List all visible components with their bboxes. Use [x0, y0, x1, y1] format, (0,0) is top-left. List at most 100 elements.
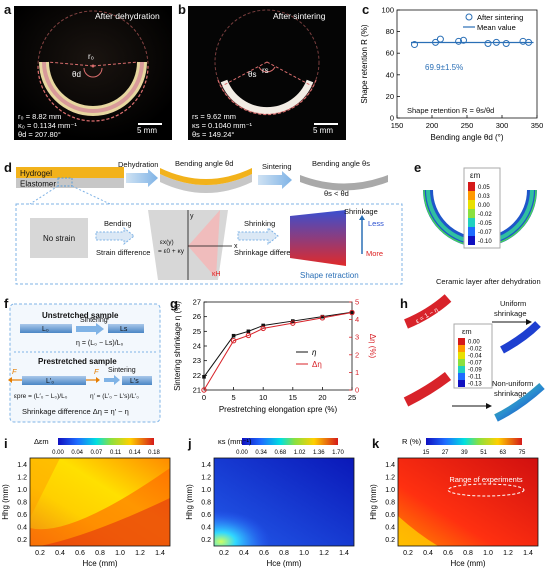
scalebar-label-a: 5 mm	[137, 126, 157, 135]
stat-rs: rs = 9.62 mm	[192, 112, 236, 121]
prestretched-sintered-bar	[122, 376, 152, 385]
xtick-j: 1.0	[299, 550, 309, 557]
ytick-g: 26	[193, 312, 201, 321]
unstretched-title: Unstretched sample	[42, 311, 119, 320]
eta-line	[203, 311, 353, 378]
heatmap-k	[398, 458, 538, 546]
colorbar-title-k: R (%)	[402, 437, 422, 446]
xtick-g: 25	[348, 393, 356, 402]
colorbar-i	[58, 438, 154, 445]
ytick-j: 1.0	[201, 487, 211, 494]
elastomer-label: Elastomer	[20, 180, 56, 189]
schematic-f: Unstretched sample L₀ Sintering Ls η = (…	[8, 303, 161, 423]
legend-h-tick: -0.04	[468, 353, 482, 359]
colorbar-tick-j: 1.70	[332, 450, 344, 456]
legend-e-tick: -0.10	[478, 239, 492, 245]
legend-e-tick: -0.05	[478, 221, 492, 227]
stat-theta-d: θd = 207.80°	[18, 130, 61, 139]
y2tick-g: 2	[355, 350, 359, 359]
shape-retraction-label: Shape retraction	[300, 271, 359, 280]
xtick-c: 250	[461, 121, 474, 130]
xtick-k: 1.2	[503, 550, 513, 557]
xtick-j: 0.6	[259, 550, 269, 557]
range-ellipse	[447, 483, 525, 497]
force-left: F	[12, 367, 17, 376]
kappa-h-label: κH	[212, 271, 221, 278]
data-point-c	[502, 39, 510, 47]
xtick-j: 0.4	[239, 550, 249, 557]
arc-radius-label-a: r₀	[88, 52, 94, 61]
uniform-label-2: shrinkage	[494, 309, 527, 318]
hydrogel-label: Hydrogel	[20, 169, 52, 178]
ytick-k: 0.8	[385, 500, 395, 507]
xtick-c: 350	[531, 121, 544, 130]
arc-radius-label-b: rs	[262, 66, 269, 75]
xlabel-g: Prestretching elongation εpre (%)	[219, 405, 338, 414]
legend-e-swatch	[468, 236, 475, 245]
elastomer-layer	[16, 178, 124, 188]
ylabel-k: Hhg (mm)	[369, 484, 378, 520]
legend-mean-c: Mean value	[477, 23, 516, 32]
panel-label-c: c	[362, 2, 370, 17]
shrinkage-diff-eq: Shrinkage difference Δη = η′ − η	[22, 407, 129, 416]
bent-bilayer-1	[160, 174, 252, 193]
arrow-shrinking	[237, 226, 279, 246]
colorbar-tick-i: 0.14	[129, 450, 141, 456]
legend-series-c: After sintering	[477, 13, 523, 22]
colorbar-tick-k: 63	[499, 450, 506, 456]
ytick-i: 1.4	[17, 462, 27, 469]
ylabel-i: Hhg (mm)	[1, 484, 10, 520]
photo-after-sintering	[188, 6, 346, 140]
xtick-c: 200	[426, 121, 439, 130]
eta-point	[350, 310, 354, 315]
y2tick-g: 5	[355, 298, 359, 307]
ytick-g: 27	[193, 298, 201, 307]
more-label: More	[366, 249, 383, 258]
ytick-i: 0.8	[17, 500, 27, 507]
stat-kappa0: κ₀ = 0.1134 mm⁻¹	[18, 121, 77, 130]
y2tick-g: 3	[355, 333, 359, 342]
ytick-i: 0.6	[17, 512, 27, 519]
sintering-label-f2: Sintering	[108, 367, 136, 374]
panel-label-f: f	[4, 296, 9, 311]
ytick-g: 22	[193, 371, 201, 380]
zoom-box-1	[57, 177, 73, 187]
title-after-dehydration: After dehydration	[95, 11, 160, 21]
xtick-k: 0.6	[443, 550, 453, 557]
ytick-j: 0.6	[201, 512, 211, 519]
xtick-k: 1.0	[483, 550, 493, 557]
title-after-sintering: After sintering	[273, 11, 326, 21]
legend-e-swatch	[468, 227, 475, 236]
ytick-c: 100	[381, 6, 394, 15]
eta-point	[231, 333, 236, 338]
ytick-k: 0.6	[385, 512, 395, 519]
ylabel-j: Hhg (mm)	[185, 484, 194, 520]
eta-point	[320, 314, 325, 319]
xlabel-j: Hce (mm)	[266, 559, 301, 568]
delta-eta-point	[319, 315, 326, 321]
legend-h-swatch	[458, 345, 465, 352]
colorbar-tick-j: 1.02	[294, 450, 306, 456]
panel-label-a: a	[4, 2, 12, 17]
legend-h: 0.00-0.02-0.04-0.07-0.09-0.11-0.13	[453, 323, 493, 389]
data-point-c	[460, 36, 467, 44]
arc-angle-label-a: θd	[72, 70, 81, 79]
schematic-d: Hydrogel Elastomer Dehydration Bending a…	[15, 159, 403, 285]
sintering-label-f1: Sintering	[80, 317, 108, 324]
delta-eta-point	[290, 320, 296, 326]
arrow-bending	[95, 226, 135, 246]
bending-angle-d-label: Bending angle θd	[175, 159, 233, 168]
ytick-k: 1.0	[385, 487, 395, 494]
xtick-i: 0.8	[95, 550, 105, 557]
shrinkage-label: Shrinkage	[344, 207, 378, 216]
shrinking-label: Shrinking	[244, 219, 275, 228]
strain-eq-2: = ε0 + κy	[158, 248, 185, 255]
legend-title-e: εm	[470, 171, 481, 180]
xtick-i: 1.2	[135, 550, 145, 557]
ylabel-c: Shape retention R (%)	[360, 24, 369, 103]
scalebar-a	[138, 123, 162, 125]
xtick-g: 0	[202, 393, 206, 402]
colorbar-tick-i: 0.00	[52, 450, 64, 456]
hydrogel-layer	[16, 167, 124, 178]
ytick-g: 24	[193, 342, 201, 351]
